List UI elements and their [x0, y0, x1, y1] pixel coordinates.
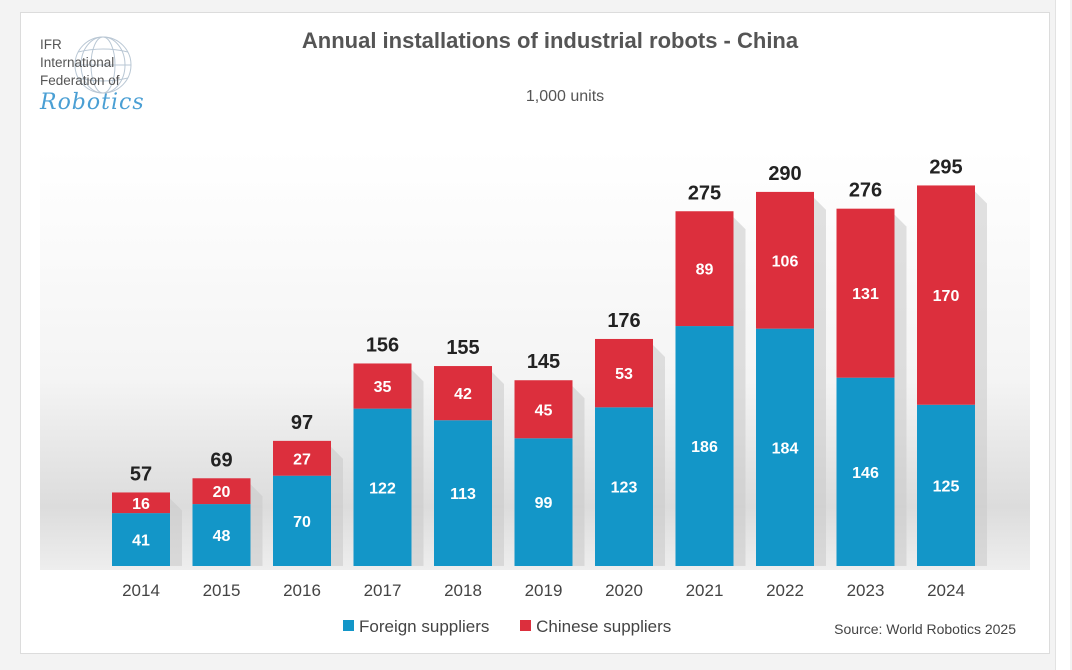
legend-label-foreign: Foreign suppliers — [359, 617, 490, 636]
bar-chinese-2019 — [514, 380, 573, 439]
bar-chinese-2021 — [675, 211, 734, 327]
bar-foreign-2019 — [514, 438, 573, 566]
value-label-foreign-2022: 184 — [772, 440, 799, 457]
bar-shadow — [250, 484, 263, 566]
bar-foreign-2024 — [917, 404, 975, 566]
logo-line-2: International — [40, 55, 115, 70]
value-label-foreign-2024: 125 — [933, 478, 960, 495]
logo-line-3: Federation of — [40, 73, 120, 88]
bar-shadow — [170, 498, 182, 566]
bar-shadow — [492, 372, 504, 566]
value-label-chinese-2021: 89 — [696, 262, 714, 279]
value-label-chinese-2022: 106 — [772, 253, 799, 270]
bar-foreign-2022 — [756, 328, 814, 566]
bar-chinese-2022 — [756, 191, 814, 329]
logo-script: Robotics — [40, 90, 145, 115]
total-label-2023: 276 — [849, 180, 882, 202]
logo-line-1: IFR — [40, 37, 62, 52]
value-label-foreign-2021: 186 — [691, 439, 718, 456]
bar-chinese-2016 — [273, 440, 331, 476]
legend-swatch-foreign — [343, 620, 354, 631]
value-label-chinese-2019: 45 — [535, 402, 553, 419]
legend-label-chinese: Chinese suppliers — [536, 617, 672, 636]
bar-chinese-2018 — [434, 366, 492, 421]
bar-shadow — [411, 369, 424, 566]
legend-swatch-chinese — [520, 620, 532, 631]
value-label-foreign-2019: 99 — [535, 495, 553, 512]
chart-title: Annual installations of industrial robot… — [301, 28, 799, 53]
legend-item-foreign: Foreign suppliers — [343, 617, 489, 636]
value-label-foreign-2017: 122 — [369, 480, 396, 497]
bar-foreign-2014 — [112, 513, 170, 566]
total-label-2019: 145 — [527, 351, 560, 373]
bar-foreign-2021 — [675, 326, 734, 566]
value-label-chinese-2016: 27 — [293, 451, 311, 468]
ifr-logo: IFR International Federation of Robotics — [40, 36, 190, 136]
total-label-2015: 69 — [210, 449, 232, 471]
total-label-2020: 176 — [607, 310, 640, 332]
value-label-foreign-2020: 123 — [611, 480, 638, 497]
value-label-chinese-2014: 16 — [132, 496, 150, 513]
value-label-foreign-2023: 146 — [852, 465, 879, 482]
bar-foreign-2020 — [595, 407, 653, 566]
scrollbar-track — [1055, 0, 1070, 670]
value-label-foreign-2015: 48 — [213, 528, 231, 545]
value-label-chinese-2015: 20 — [213, 484, 231, 501]
value-label-foreign-2018: 113 — [450, 486, 476, 503]
bar-chinese-2017 — [353, 363, 412, 409]
bar-chinese-2024 — [917, 185, 975, 405]
legend: Foreign suppliers Chinese suppliers — [343, 617, 697, 637]
bar-chinese-2020 — [595, 338, 653, 408]
bar-foreign-2016 — [273, 475, 331, 566]
x-tick-label-2016: 2016 — [283, 581, 321, 600]
value-label-foreign-2014: 41 — [132, 533, 150, 550]
x-tick-label-2014: 2014 — [122, 581, 160, 600]
total-label-2014: 57 — [130, 463, 152, 485]
value-label-chinese-2020: 53 — [615, 366, 633, 383]
bar-foreign-2018 — [434, 420, 492, 566]
x-tick-label-2019: 2019 — [525, 581, 563, 600]
value-label-chinese-2018: 42 — [454, 386, 472, 403]
bar-shadow — [653, 344, 665, 566]
value-label-chinese-2017: 35 — [374, 379, 392, 396]
bar-chinese-2014 — [112, 492, 170, 514]
total-label-2016: 97 — [291, 412, 313, 434]
value-label-chinese-2023: 131 — [852, 286, 879, 303]
x-tick-label-2018: 2018 — [444, 581, 482, 600]
bar-shadow — [975, 191, 987, 566]
x-tick-label-2015: 2015 — [203, 581, 241, 600]
x-tick-label-2023: 2023 — [847, 581, 885, 600]
total-label-2022: 290 — [768, 163, 801, 185]
total-label-2018: 155 — [446, 337, 479, 359]
x-tick-label-2017: 2017 — [364, 581, 402, 600]
x-tick-label-2020: 2020 — [605, 581, 643, 600]
total-label-2021: 275 — [688, 182, 721, 204]
chart-subtitle: 1,000 units — [525, 88, 605, 105]
source-note: Source: World Robotics 2025 — [834, 621, 1016, 637]
x-tick-label-2022: 2022 — [766, 581, 804, 600]
bar-shadow — [894, 214, 907, 567]
bar-foreign-2017 — [353, 408, 412, 566]
bar-chinese-2023 — [836, 208, 895, 378]
bar-foreign-2015 — [192, 504, 251, 566]
x-tick-label-2021: 2021 — [686, 581, 724, 600]
total-label-2017: 156 — [366, 334, 399, 356]
globe-icon — [74, 36, 132, 94]
bar-shadow — [733, 217, 746, 566]
bar-chinese-2015 — [192, 478, 251, 505]
bar-foreign-2023 — [836, 377, 895, 566]
bar-shadow — [331, 446, 343, 566]
x-tick-label-2024: 2024 — [927, 581, 965, 600]
bar-shadow — [572, 386, 585, 566]
legend-item-chinese: Chinese suppliers — [520, 617, 671, 636]
value-label-chinese-2024: 170 — [933, 288, 960, 305]
total-label-2024: 295 — [929, 156, 962, 178]
value-label-foreign-2016: 70 — [293, 514, 311, 531]
bar-shadow — [814, 197, 826, 566]
